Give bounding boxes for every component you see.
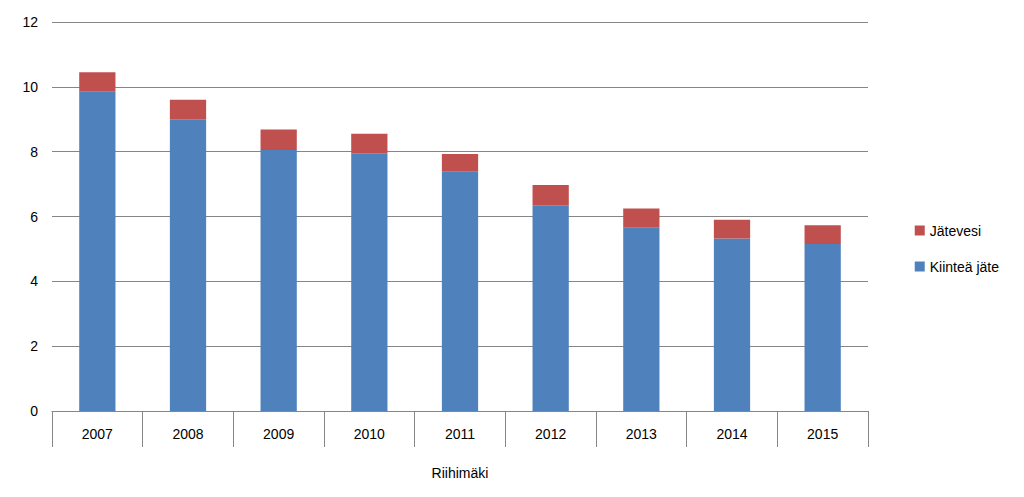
svg-text:2: 2 xyxy=(30,338,38,354)
svg-text:2007: 2007 xyxy=(82,426,113,442)
svg-text:0: 0 xyxy=(30,403,38,419)
svg-text:2012: 2012 xyxy=(535,426,566,442)
svg-text:2010: 2010 xyxy=(354,426,385,442)
svg-text:2013: 2013 xyxy=(626,426,657,442)
svg-text:Jätevesi: Jätevesi xyxy=(930,223,981,239)
svg-text:10: 10 xyxy=(22,79,38,95)
svg-text:2014: 2014 xyxy=(716,426,747,442)
svg-text:2008: 2008 xyxy=(172,426,203,442)
svg-text:2015: 2015 xyxy=(807,426,838,442)
svg-text:2011: 2011 xyxy=(445,426,475,442)
svg-text:6: 6 xyxy=(30,209,38,225)
svg-text:Riihimäki: Riihimäki xyxy=(432,465,489,481)
svg-text:8: 8 xyxy=(30,144,38,160)
svg-text:2009: 2009 xyxy=(263,426,294,442)
svg-text:Kiinteä jäte: Kiinteä jäte xyxy=(930,259,999,275)
svg-text:12: 12 xyxy=(22,14,38,30)
svg-text:4: 4 xyxy=(30,273,38,289)
